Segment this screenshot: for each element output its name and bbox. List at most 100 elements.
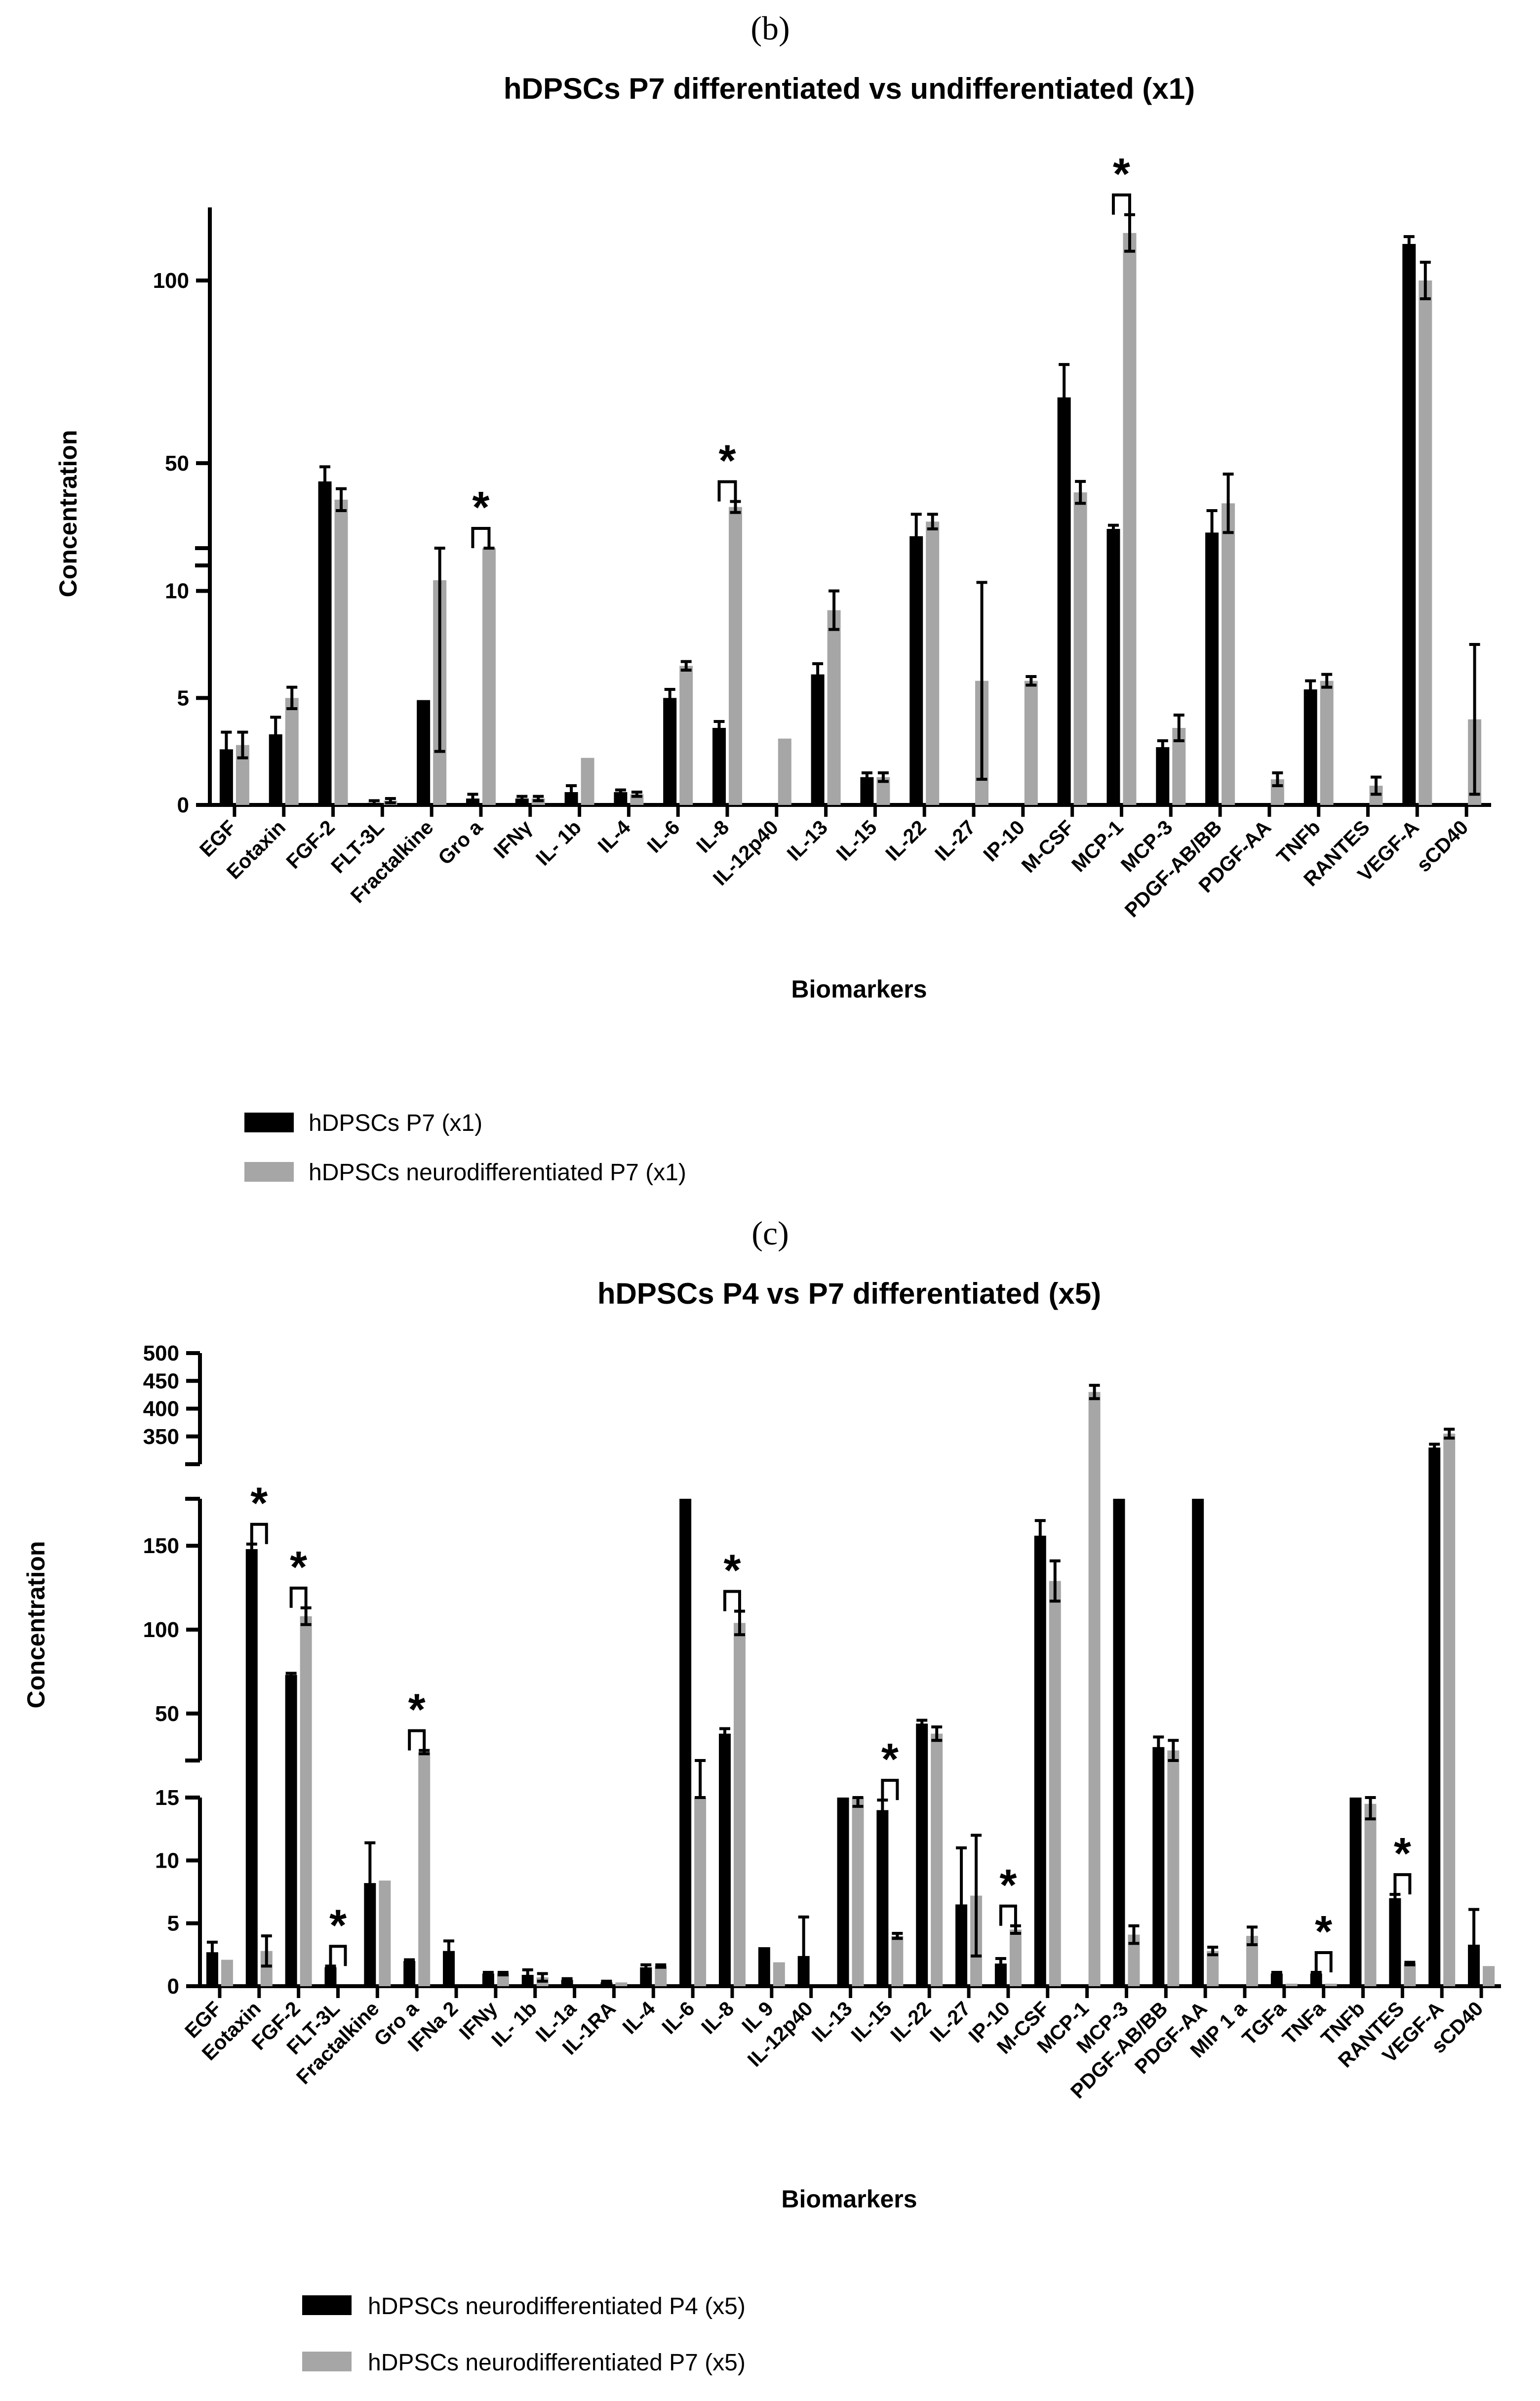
significance-bracket xyxy=(1111,193,1131,215)
significance-star-mcp-1: * xyxy=(1113,150,1130,199)
y-tick-label: 0 xyxy=(177,793,189,817)
significance-star-gro-a: * xyxy=(472,483,489,532)
bar-fractalkine-series-1 xyxy=(417,700,431,805)
bar-mcp-1-series-1 xyxy=(1106,529,1120,805)
category-label-il-27: IL-27 xyxy=(930,816,980,865)
significance-star-il-8: * xyxy=(723,1546,741,1596)
bar-eotaxin-series-2 xyxy=(285,698,299,805)
bar-tnfb-series-1 xyxy=(1303,689,1317,805)
legend-swatch-neuro-p4-x5 xyxy=(302,2295,352,2315)
significance-star-il-15: * xyxy=(881,1735,899,1784)
bar-vegf-a-series-1 xyxy=(1428,1447,1441,1986)
category-label-il-4: IL-4 xyxy=(618,1997,660,2039)
significance-star-flt-3l: * xyxy=(329,1901,347,1950)
legend-swatch-neuro-p7-x1 xyxy=(244,1162,294,1182)
bar-il-9-series-1 xyxy=(758,1947,770,1986)
bar-il-13-series-2 xyxy=(852,1798,864,1986)
bar-il-13-series-1 xyxy=(811,674,825,805)
bar-fractalkine-series-2 xyxy=(379,1881,391,1986)
category-label-il-22: IL-22 xyxy=(886,1997,935,2046)
bar-il-6-series-1 xyxy=(679,1499,692,1986)
y-tick-label: 5 xyxy=(177,686,189,710)
y-tick-label: 50 xyxy=(155,1702,179,1726)
bar-il-8-series-2 xyxy=(728,507,742,805)
category-label-il-6: IL-6 xyxy=(657,1997,699,2039)
bar-il-4-series-2 xyxy=(655,1966,667,1986)
bar-tgfa-series-2 xyxy=(1285,1983,1298,1986)
bar-pdgf-aa-series-2 xyxy=(1207,1951,1219,1986)
bar-m-csf-series-1 xyxy=(1057,397,1071,805)
category-label-ifn: IFNγ xyxy=(489,816,536,863)
bar-egf-series-2 xyxy=(221,1960,233,1986)
bar-il-15-series-2 xyxy=(891,1936,904,1986)
panel-c-chart: (c) hDPSCs P4 vs P7 differentiated (x5) … xyxy=(22,1214,1501,2376)
bar-il-6-series-2 xyxy=(679,666,693,805)
bar-tnfb-series-2 xyxy=(1320,680,1334,805)
bar-il-12p40-series-2 xyxy=(778,738,791,805)
bar-ip-10-series-2 xyxy=(1009,1929,1022,1986)
significance-star-gro-a: * xyxy=(408,1685,426,1735)
significance-star-fgf-2: * xyxy=(290,1543,307,1592)
bar-il-22-series-1 xyxy=(909,536,923,805)
category-label-il-15: IL-15 xyxy=(832,816,881,865)
category-label-il-22: IL-22 xyxy=(881,816,930,865)
category-label-il-6: IL-6 xyxy=(642,816,684,857)
y-tick-label: 50 xyxy=(165,451,189,476)
bar-scd40-series-2 xyxy=(1483,1966,1495,1986)
category-label-scd40: sCD40 xyxy=(1412,816,1473,877)
panel-c-axes: 0 5 10 15 50 100 150 350 400 450 500 xyxy=(143,1341,1501,1999)
bar-vegf-a-series-2 xyxy=(1443,1434,1456,1986)
bar-mcp-1-series-2 xyxy=(1123,233,1137,805)
significance-bracket xyxy=(289,1586,308,1608)
bar-gro-a-series-2 xyxy=(482,548,496,805)
bar-vegf-a-series-2 xyxy=(1419,280,1432,805)
bar-il-13-series-2 xyxy=(827,610,841,805)
legend-label-neuro-p7-x1: hDPSCs neurodifferentiated P7 (x1) xyxy=(309,1160,686,1186)
y-tick-label: 5 xyxy=(167,1912,179,1936)
category-label-il-13: IL-13 xyxy=(807,1997,857,2046)
bar-fgf-2-series-1 xyxy=(318,481,332,805)
bar-rantes-series-2 xyxy=(1404,1963,1416,1986)
bar-il-22-series-2 xyxy=(926,521,940,805)
bar-eotaxin-series-1 xyxy=(245,1549,258,1986)
category-label-il-8: IL-8 xyxy=(697,1997,738,2039)
bar-m-csf-series-2 xyxy=(1073,492,1087,805)
bar-ip-10-series-2 xyxy=(1024,680,1038,805)
category-label-il-27: IL-27 xyxy=(925,1997,975,2046)
y-tick-label: 500 xyxy=(143,1341,179,1365)
significance-bracket xyxy=(999,1904,1017,1926)
y-tick-label: 15 xyxy=(155,1786,179,1810)
category-label-il-4: IL-4 xyxy=(593,816,635,857)
bar-pdgf-ab-bb-series-2 xyxy=(1167,1750,1180,1986)
bar-tnfb-series-1 xyxy=(1349,1798,1362,1986)
bar-tnfa-series-2 xyxy=(1325,1983,1337,1986)
category-label-il-1b: IL- 1b xyxy=(531,816,586,870)
y-tick-label: 150 xyxy=(143,1534,179,1558)
bar-il-9-series-2 xyxy=(773,1962,785,1986)
panel-b-y-axis-label: Concentration xyxy=(54,430,82,598)
significance-star-eotaxin: * xyxy=(250,1479,268,1528)
y-tick-label: 400 xyxy=(143,1397,179,1421)
significance-star-il-8: * xyxy=(718,437,736,486)
panel-c-x-axis-label: Biomarkers xyxy=(781,2185,917,2213)
panel-b-bars: * * * xyxy=(219,150,1482,806)
panel-b-chart: (b) hDPSCs P7 differentiated vs undiffer… xyxy=(54,9,1491,1186)
bar-pdgf-ab-bb-series-1 xyxy=(1152,1747,1165,1986)
bar-mcp-1-series-2 xyxy=(1088,1392,1101,1986)
panel-b-legend: hDPSCs P7 (x1) hDPSCs neurodifferentiate… xyxy=(244,1110,686,1186)
category-label-m-csf: M-CSF xyxy=(1017,816,1078,877)
y-tick-label: 350 xyxy=(143,1425,179,1449)
bar-il-15-series-1 xyxy=(876,1810,889,1986)
bar-vegf-a-series-1 xyxy=(1402,243,1416,805)
significance-star-rantes: * xyxy=(1394,1829,1411,1879)
panel-c-label: (c) xyxy=(751,1214,789,1252)
category-label-mcp-1: MCP-1 xyxy=(1067,816,1128,877)
bar-mcp-3-series-1 xyxy=(1113,1499,1125,1986)
bar-il-8-series-1 xyxy=(712,728,726,805)
bar-il-1b-series-2 xyxy=(581,758,594,805)
bar-fgf-2-series-2 xyxy=(300,1616,312,1986)
panel-b-label: (b) xyxy=(750,9,790,47)
